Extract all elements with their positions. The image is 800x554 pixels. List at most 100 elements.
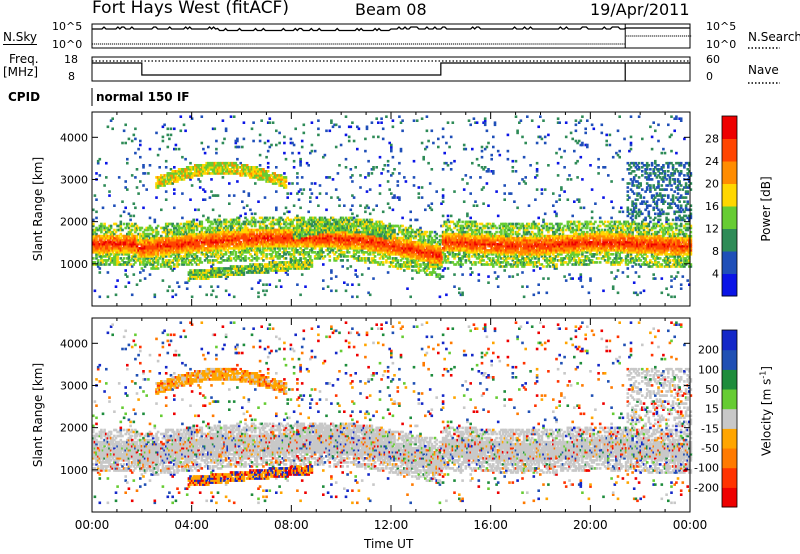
heatmap-cell <box>204 152 207 155</box>
heatmap-cell <box>139 156 142 159</box>
heatmap-cell <box>137 148 140 151</box>
heatmap-cell <box>141 227 144 230</box>
heatmap-cell <box>202 148 205 151</box>
heatmap-cell <box>126 275 129 278</box>
heatmap-cell <box>157 225 160 228</box>
heatmap-cell <box>136 283 139 286</box>
heatmap-cell <box>137 192 140 195</box>
heatmap-cell <box>107 296 110 299</box>
heatmap-cell <box>128 281 131 284</box>
heatmap-cell <box>154 219 157 222</box>
heatmap-cell <box>139 279 142 282</box>
heatmap-cell <box>199 180 202 183</box>
heatmap-cell <box>99 267 102 270</box>
heatmap-cell <box>160 209 163 212</box>
heatmap-cell <box>175 144 178 147</box>
nsearch-dotted-line <box>92 36 691 44</box>
heatmap-cell <box>217 194 220 197</box>
heatmap-cell <box>191 263 194 266</box>
heatmap-cell <box>218 215 221 218</box>
heatmap-cell <box>120 215 123 218</box>
heatmap-cell <box>126 158 129 161</box>
heatmap-cell <box>97 259 100 262</box>
heatmap-cell <box>116 279 119 282</box>
heatmap-cell <box>124 180 127 183</box>
heatmap-cell <box>118 176 121 179</box>
heatmap-cell <box>210 294 213 297</box>
heatmap-cell <box>107 271 110 274</box>
heatmap-cell <box>180 130 183 133</box>
heatmap-cell <box>175 294 178 297</box>
heatmap-cell <box>131 140 134 143</box>
heatmap-cell <box>149 148 152 151</box>
heatmap-cell <box>142 207 145 210</box>
heatmap-cell <box>207 146 210 149</box>
heatmap-cell <box>167 128 170 131</box>
heatmap-cell <box>209 196 212 199</box>
heatmap-cell <box>124 269 127 272</box>
heatmap-cell <box>131 174 134 177</box>
heatmap-cell <box>210 190 213 193</box>
heatmap-cell <box>128 138 131 141</box>
heatmap-cell <box>111 117 114 120</box>
nsky-nsearch-panel <box>92 24 780 48</box>
heatmap-cell <box>199 186 202 189</box>
heatmap-cell <box>191 296 194 299</box>
heatmap-cell <box>108 194 111 197</box>
heatmap-cell <box>167 134 170 137</box>
heatmap-cell <box>115 294 118 297</box>
heatmap-cell <box>173 263 176 266</box>
heatmap-cell <box>180 223 183 226</box>
heatmap-cell <box>165 166 168 169</box>
heatmap-cell <box>115 285 118 288</box>
heatmap-cell <box>204 190 207 193</box>
heatmap-cell <box>94 194 97 197</box>
heatmap-cell <box>95 172 98 175</box>
heatmap-cell <box>222 176 225 179</box>
heatmap-cell <box>196 219 199 222</box>
heatmap-cell <box>197 209 200 212</box>
heatmap-cell <box>222 119 225 122</box>
heatmap-cell <box>155 196 158 199</box>
heatmap-cell <box>139 144 142 147</box>
heatmap-cell <box>121 200 124 203</box>
heatmap-cell <box>189 198 192 201</box>
heatmap-cell <box>94 290 97 293</box>
nsky-line <box>92 27 690 31</box>
heatmap-cell <box>136 186 139 189</box>
heatmap-cell <box>215 152 218 155</box>
heatmap-cell <box>165 160 168 163</box>
heatmap-cell <box>113 204 116 207</box>
heatmap-cell <box>158 166 161 169</box>
heatmap-cell <box>181 217 184 220</box>
heatmap-cell <box>157 267 160 270</box>
heatmap-cell <box>158 148 161 151</box>
heatmap-cell <box>111 128 114 131</box>
heatmap-cell <box>124 124 127 127</box>
heatmap-cell <box>142 184 145 187</box>
heatmap-cell <box>173 128 176 131</box>
heatmap-cell <box>120 221 123 224</box>
heatmap-cell <box>173 207 176 210</box>
heatmap-cell <box>131 229 134 232</box>
heatmap-cell <box>107 126 110 129</box>
heatmap-cell <box>178 148 181 151</box>
heatmap-cell <box>167 146 170 149</box>
heatmap-cell <box>102 207 105 210</box>
heatmap-cell <box>99 271 102 274</box>
heatmap-cell <box>201 221 204 224</box>
heatmap-cell <box>162 136 165 139</box>
heatmap-cell <box>189 162 192 165</box>
heatmap-cell <box>212 290 215 293</box>
heatmap-cell <box>149 273 152 276</box>
heatmap-cell <box>162 140 165 143</box>
heatmap-cell <box>215 296 218 299</box>
heatmap-cell <box>139 140 142 143</box>
heatmap-cell <box>192 219 195 222</box>
heatmap-cell <box>199 257 202 260</box>
power-panel <box>92 112 692 306</box>
heatmap-cell <box>176 281 179 284</box>
heatmap-cell <box>134 138 137 141</box>
heatmap-cell <box>121 142 124 145</box>
heatmap-cell <box>123 257 126 260</box>
